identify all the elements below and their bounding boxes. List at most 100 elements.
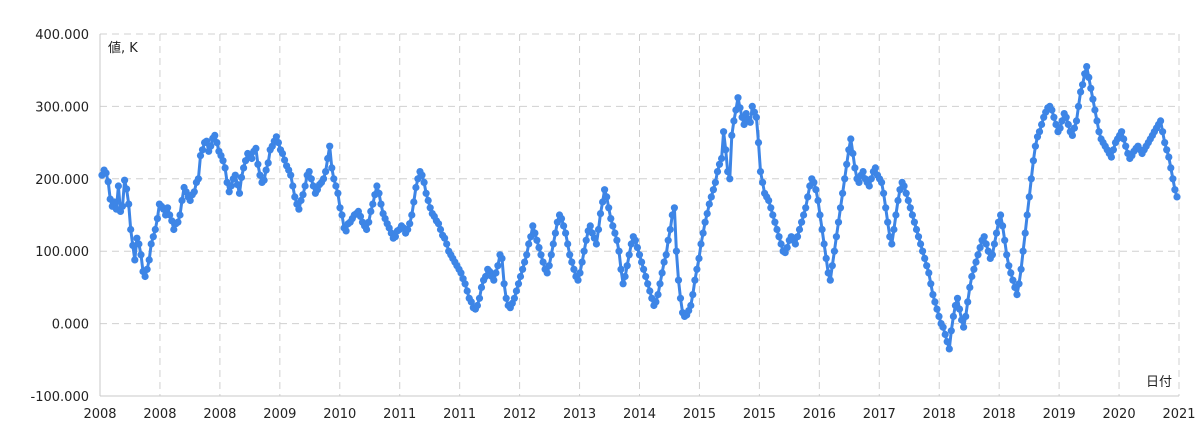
data-point [722, 146, 730, 154]
data-point [1091, 106, 1099, 114]
data-point [619, 280, 627, 288]
data-point [1109, 146, 1117, 154]
data-point [1015, 280, 1023, 288]
data-point [832, 233, 841, 241]
data-point [1009, 276, 1017, 284]
data-point [990, 240, 999, 248]
data-point [363, 225, 371, 234]
data-point [824, 269, 832, 277]
data-point [299, 191, 307, 199]
data-point [307, 175, 315, 183]
data-point [1070, 124, 1078, 132]
data-point [1074, 102, 1083, 110]
data-point [334, 189, 342, 197]
data-point [697, 240, 705, 248]
data-point [933, 305, 941, 313]
data-point [820, 240, 828, 248]
data-point [498, 254, 506, 262]
data-point [533, 236, 541, 244]
data-point [147, 240, 155, 248]
data-point [1007, 269, 1015, 277]
data-point [482, 272, 490, 281]
data-point [225, 188, 233, 196]
data-point [997, 211, 1005, 219]
data-point [149, 233, 157, 241]
data-point [839, 189, 847, 197]
data-point [404, 225, 412, 234]
x-tick-label: 2018 [983, 407, 1016, 422]
data-point [767, 204, 775, 212]
data-point [592, 240, 601, 248]
data-point [759, 178, 767, 186]
x-tick-label: 2021 [1162, 407, 1195, 422]
data-point [1087, 84, 1095, 92]
y-tick-label: 200.000 [35, 173, 89, 188]
data-point [242, 157, 250, 165]
data-point [264, 159, 272, 167]
data-point [1120, 135, 1128, 143]
data-point [795, 225, 804, 234]
data-point [1038, 120, 1046, 129]
x-tick-label: 2011 [443, 407, 476, 422]
data-point [121, 176, 129, 184]
data-point [810, 178, 818, 186]
data-point [793, 233, 802, 241]
data-point [123, 185, 131, 193]
data-point [705, 200, 713, 208]
data-point [886, 233, 894, 241]
data-point [711, 178, 720, 186]
data-point [945, 345, 953, 353]
data-point [131, 256, 139, 264]
data-point [564, 240, 572, 248]
data-point [849, 149, 857, 158]
x-tick-label: 2018 [923, 407, 956, 422]
data-point [921, 254, 929, 262]
data-point [752, 113, 761, 121]
data-point [543, 269, 551, 277]
data-point [260, 176, 268, 184]
data-point [176, 211, 184, 219]
data-point [941, 330, 949, 339]
data-point [135, 240, 143, 248]
data-point [1068, 131, 1076, 139]
data-point [798, 218, 806, 226]
y-tick-label: 300.000 [35, 100, 89, 115]
data-point [955, 305, 964, 313]
grid-layer [100, 33, 1180, 396]
data-point [742, 110, 750, 118]
data-point [237, 173, 246, 181]
data-point [1163, 146, 1171, 154]
data-point [143, 265, 151, 273]
data-point [549, 240, 557, 248]
data-point [1159, 128, 1167, 136]
data-point [110, 198, 118, 206]
data-point [590, 234, 599, 242]
data-point [609, 222, 617, 230]
data-point [613, 236, 621, 244]
x-tick-label: 2014 [623, 407, 656, 422]
data-point [672, 247, 681, 255]
data-point [537, 251, 545, 259]
data-point [980, 233, 988, 241]
x-tick-label: 2020 [1103, 407, 1136, 422]
data-point [718, 154, 726, 163]
data-point [943, 338, 951, 346]
data-point [668, 211, 676, 219]
data-point [211, 131, 219, 139]
data-point [219, 157, 227, 165]
data-point [720, 128, 728, 136]
data-point [906, 204, 914, 212]
data-point [576, 269, 584, 277]
data-point [740, 120, 748, 129]
data-point [822, 254, 830, 262]
data-point [925, 269, 933, 277]
data-point [227, 182, 235, 190]
data-point [917, 240, 925, 248]
data-point [970, 265, 978, 273]
x-tick-label: 2017 [863, 407, 896, 422]
data-point [582, 236, 590, 244]
data-point [516, 272, 525, 281]
data-point [287, 171, 295, 179]
x-tick-label: 2013 [563, 407, 596, 422]
